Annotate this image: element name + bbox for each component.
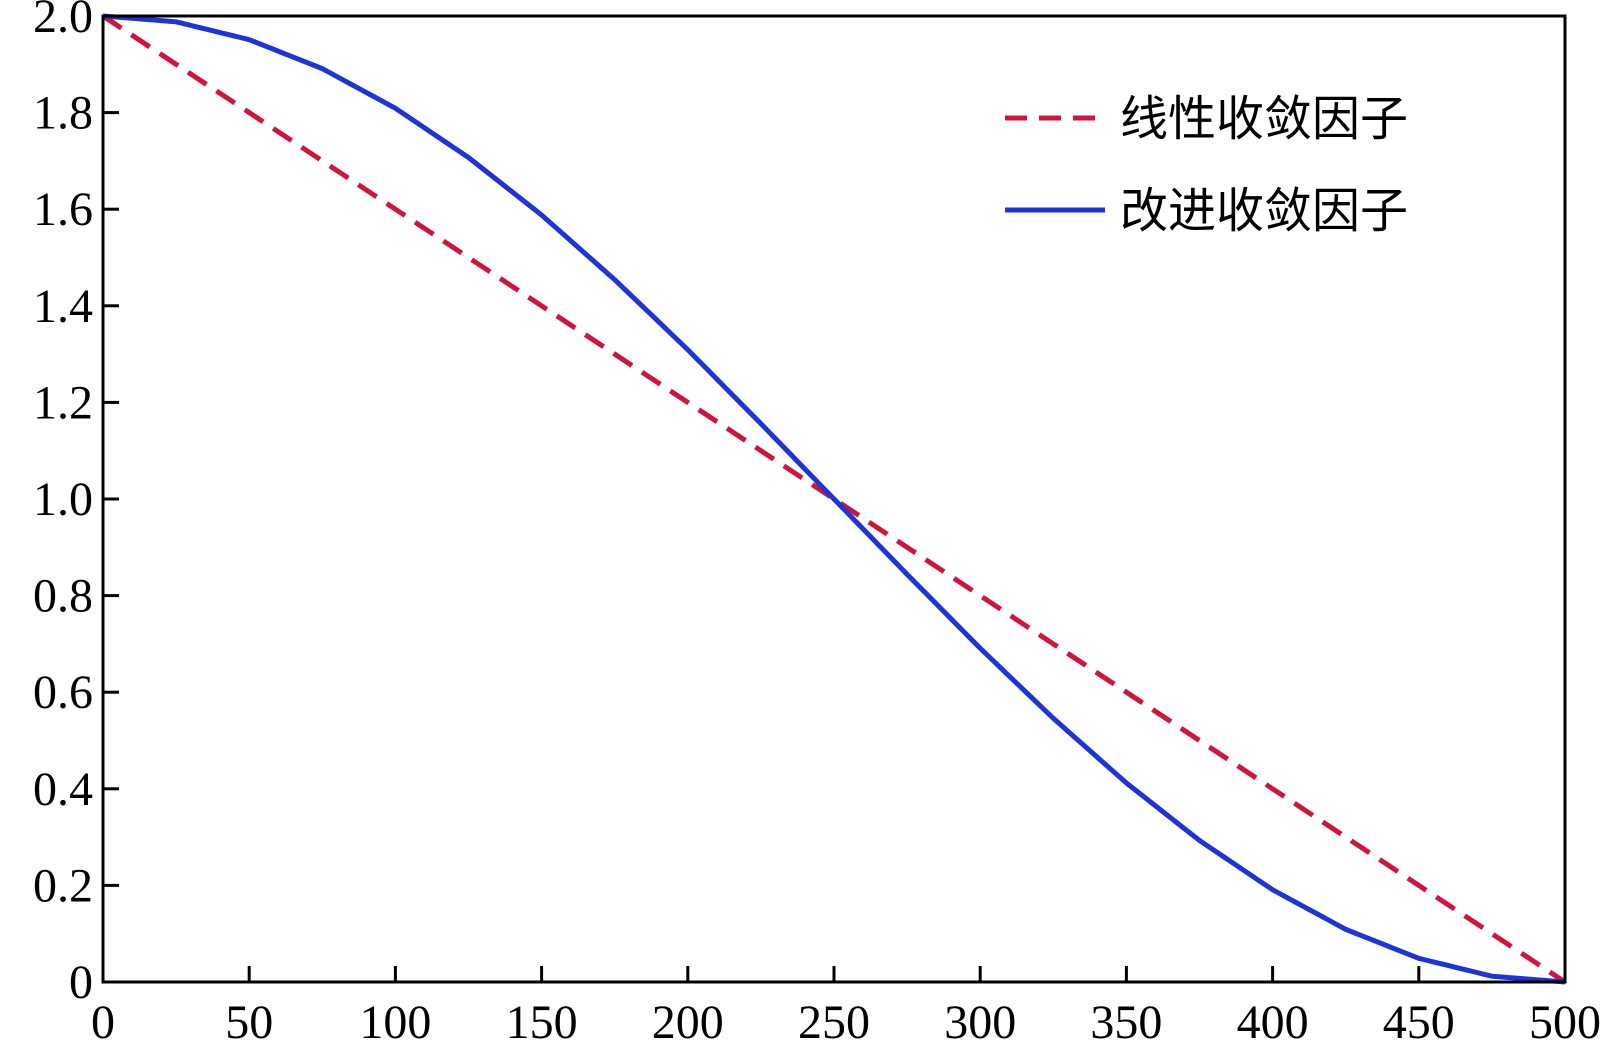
x-tick-label: 500 bbox=[1529, 996, 1601, 1049]
y-tick-label: 0.4 bbox=[33, 763, 93, 816]
y-tick-label: 1.8 bbox=[33, 87, 93, 140]
y-tick-label: 0.6 bbox=[33, 666, 93, 719]
x-tick-label: 0 bbox=[91, 996, 115, 1049]
x-tick-label: 400 bbox=[1237, 996, 1309, 1049]
legend: 线性收敛因子 改进收敛因子 bbox=[1005, 91, 1408, 239]
legend-label-linear: 线性收敛因子 bbox=[1120, 91, 1408, 147]
x-tick-label: 50 bbox=[225, 996, 273, 1049]
y-tick-label: 1.4 bbox=[33, 280, 93, 333]
y-tick-label: 0.2 bbox=[33, 859, 93, 912]
series-layer bbox=[101, 13, 1567, 985]
x-tick-label: 350 bbox=[1090, 996, 1162, 1049]
x-tick-label: 200 bbox=[652, 996, 724, 1049]
y-tick-label: 0 bbox=[69, 956, 93, 1009]
y-tick-label: 2.0 bbox=[33, 0, 93, 43]
x-tick-label: 150 bbox=[506, 996, 578, 1049]
x-tick-label: 100 bbox=[359, 996, 431, 1049]
series-line-improved bbox=[102, 13, 1566, 985]
y-tick-label: 1.0 bbox=[33, 473, 93, 526]
y-tick-label: 1.6 bbox=[33, 183, 93, 236]
x-axis-tick-labels: 0 50 100 150 200 250 300 350 400 450 500 bbox=[91, 996, 1601, 1049]
y-axis-tick-labels: 0 0.2 0.4 0.6 0.8 1.0 1.2 1.4 1.6 1.8 2.0 bbox=[33, 0, 93, 1009]
y-tick-label: 1.2 bbox=[33, 376, 93, 429]
series-line-linear bbox=[101, 13, 1567, 985]
y-tick-label: 0.8 bbox=[33, 570, 93, 623]
x-tick-label: 250 bbox=[798, 996, 870, 1049]
ticks-layer bbox=[103, 111, 1421, 982]
legend-label-improved: 改进收敛因子 bbox=[1120, 183, 1408, 239]
x-tick-label: 300 bbox=[944, 996, 1016, 1049]
x-tick-label: 450 bbox=[1383, 996, 1455, 1049]
